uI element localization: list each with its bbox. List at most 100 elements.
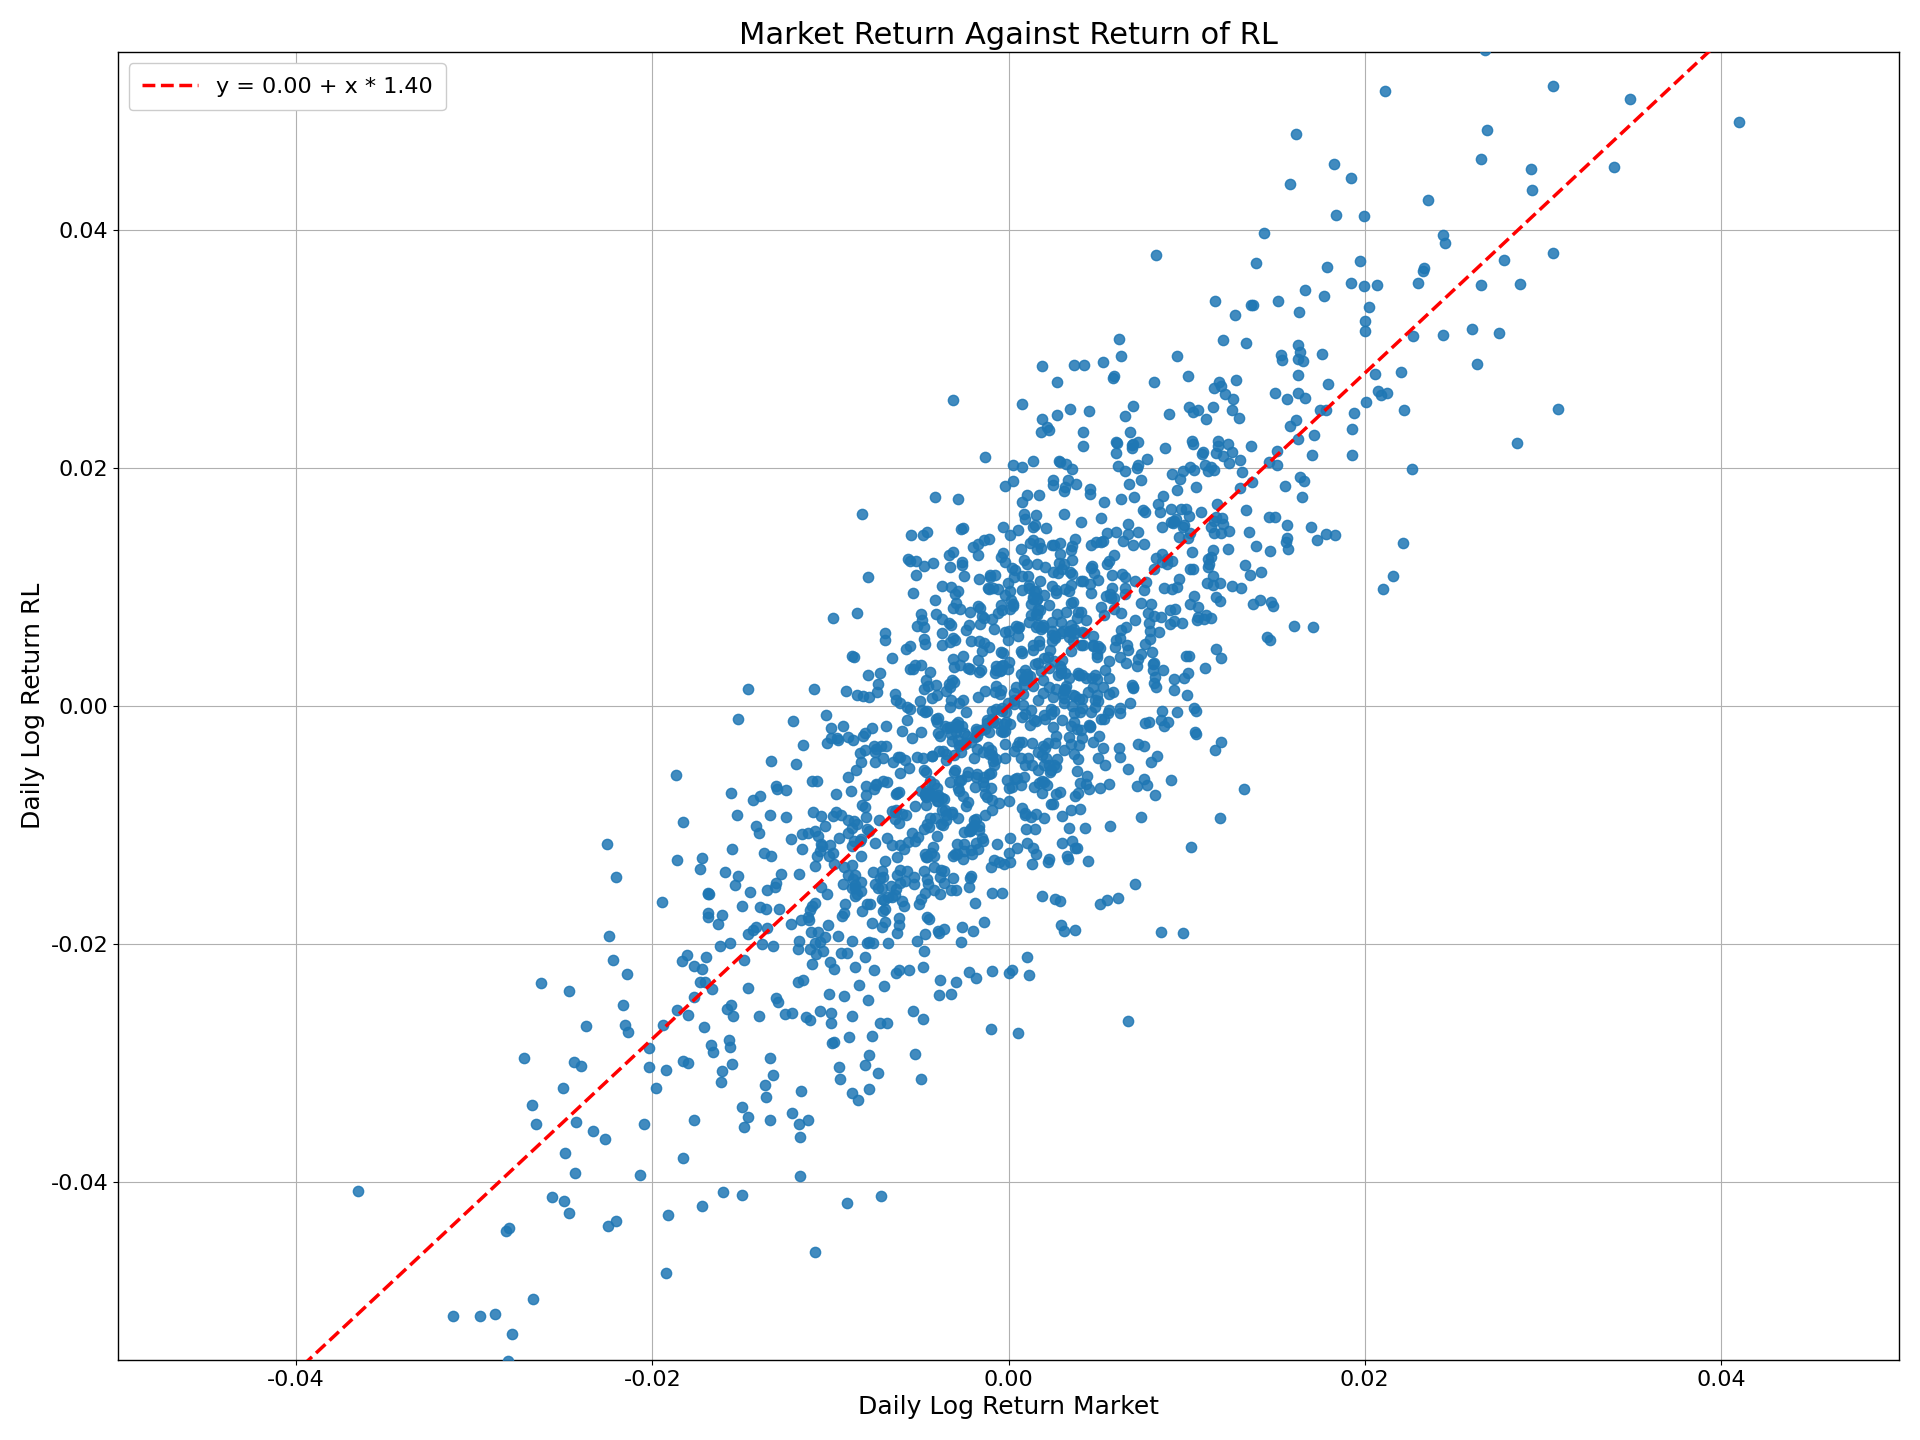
Point: [1037, 792, 1068, 815]
Point: [956, 864, 987, 887]
Point: [972, 576, 1002, 599]
Point: [1077, 554, 1108, 577]
Point: [1029, 707, 1060, 730]
Point: [902, 746, 933, 769]
Point: [902, 930, 933, 953]
Point: [1064, 688, 1094, 711]
Point: [847, 685, 877, 708]
Point: [1121, 654, 1152, 677]
Point: [1131, 448, 1162, 471]
Point: [852, 893, 883, 916]
Point: [1133, 602, 1164, 625]
Point: [987, 720, 1018, 743]
Point: [950, 732, 981, 755]
Point: [972, 711, 1002, 734]
Point: [941, 878, 972, 901]
Point: [1008, 766, 1039, 789]
Point: [1037, 534, 1068, 557]
Point: [1002, 1022, 1033, 1045]
Point: [1046, 622, 1077, 645]
Point: [1046, 805, 1077, 828]
Point: [1158, 511, 1188, 534]
Point: [647, 1014, 678, 1037]
Point: [1273, 537, 1304, 560]
Point: [1012, 564, 1043, 588]
Point: [1308, 343, 1338, 366]
Point: [597, 949, 628, 972]
Point: [611, 962, 641, 985]
Point: [1471, 39, 1501, 62]
Point: [841, 864, 872, 887]
Point: [1016, 698, 1046, 721]
Point: [1012, 665, 1043, 688]
Point: [975, 881, 1006, 904]
Point: [924, 721, 954, 744]
Point: [914, 873, 945, 896]
Point: [929, 808, 960, 831]
Point: [950, 618, 981, 641]
Point: [778, 710, 808, 733]
Point: [799, 891, 829, 914]
Point: [1035, 697, 1066, 720]
Point: [1068, 634, 1098, 657]
Point: [843, 1089, 874, 1112]
Point: [1016, 753, 1046, 776]
Point: [1121, 775, 1152, 798]
Point: [726, 894, 756, 917]
Point: [939, 582, 970, 605]
Point: [948, 564, 979, 588]
Point: [1041, 783, 1071, 806]
Point: [1158, 550, 1188, 573]
Point: [1208, 328, 1238, 351]
Point: [977, 608, 1008, 631]
Point: [964, 648, 995, 671]
Point: [851, 783, 881, 806]
Point: [979, 755, 1010, 778]
Point: [1029, 647, 1060, 670]
Point: [947, 769, 977, 792]
Point: [962, 762, 993, 785]
Point: [1233, 520, 1263, 543]
Point: [1054, 726, 1085, 749]
Point: [895, 635, 925, 658]
Point: [933, 543, 964, 566]
Point: [925, 865, 956, 888]
Point: [920, 844, 950, 867]
Legend: y = 0.00 + x * 1.40: y = 0.00 + x * 1.40: [129, 63, 445, 109]
Point: [1275, 415, 1306, 438]
Point: [912, 845, 943, 868]
Point: [1202, 492, 1233, 516]
Point: [975, 760, 1006, 783]
Point: [826, 942, 856, 965]
Point: [1206, 507, 1236, 530]
Point: [1083, 690, 1114, 713]
Point: [1068, 420, 1098, 444]
Point: [781, 753, 812, 776]
Point: [1279, 615, 1309, 638]
Point: [922, 825, 952, 848]
Point: [1048, 919, 1079, 942]
Point: [845, 973, 876, 996]
Point: [678, 955, 708, 978]
Point: [1064, 747, 1094, 770]
Point: [1409, 256, 1440, 279]
Point: [979, 618, 1010, 641]
Point: [831, 726, 862, 749]
Point: [1075, 582, 1106, 605]
Point: [872, 734, 902, 757]
Point: [960, 891, 991, 914]
Point: [799, 801, 829, 824]
Point: [778, 1002, 808, 1025]
Point: [983, 577, 1014, 600]
Point: [1002, 616, 1033, 639]
Point: [927, 798, 958, 821]
Point: [987, 700, 1018, 723]
Point: [860, 740, 891, 763]
Point: [877, 750, 908, 773]
Point: [958, 808, 989, 831]
Point: [993, 657, 1023, 680]
Point: [937, 845, 968, 868]
Point: [950, 732, 981, 755]
Point: [1284, 465, 1315, 488]
Point: [1515, 157, 1546, 180]
